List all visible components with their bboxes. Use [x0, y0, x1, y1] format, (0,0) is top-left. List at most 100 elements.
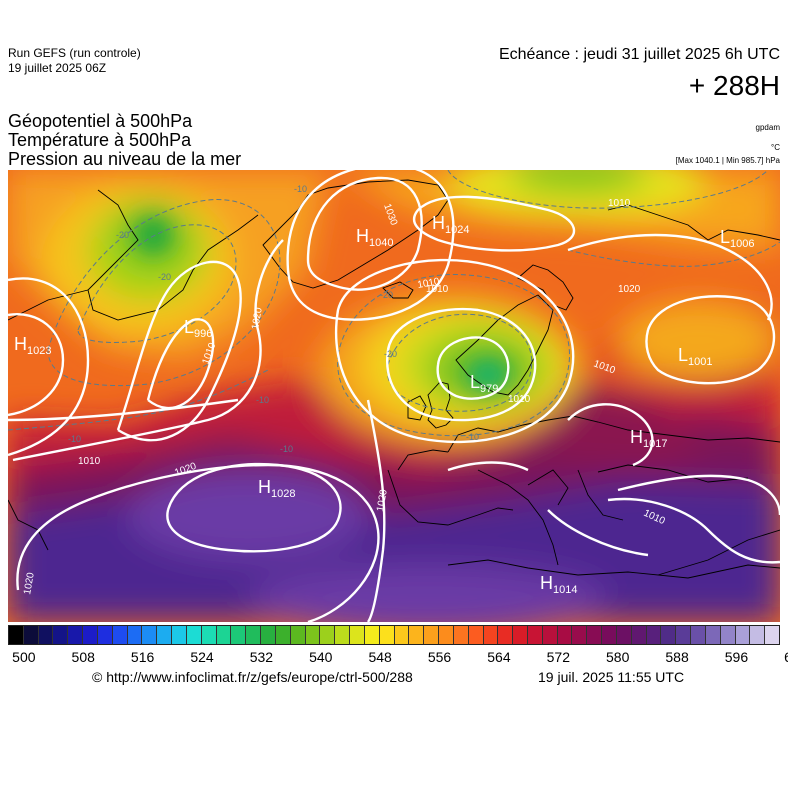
colorbar-cell: [676, 626, 692, 644]
center-value: 1006: [730, 238, 754, 250]
colorbar-cell: [97, 626, 113, 644]
colorbar-cell: [646, 626, 662, 644]
colorbar-tick-label: 588: [665, 649, 689, 665]
colorbar-cell: [350, 626, 365, 644]
isotherm-label: -20: [380, 290, 393, 300]
colorbar-tick-label: 596: [724, 649, 749, 665]
pressure-min-max: [Max 1040.1 | Min 985.7] hPa: [675, 156, 780, 165]
colorbar-cell: [216, 626, 232, 644]
colorbar-cell: [23, 626, 39, 644]
isobar-label: 1010: [508, 394, 531, 405]
colorbar-cell: [157, 626, 173, 644]
colorbar-tick-label: 572: [546, 649, 570, 665]
center-type: L: [678, 345, 688, 365]
colorbar-tick-label: 524: [190, 649, 214, 665]
pressure-center: L1006: [720, 227, 755, 250]
pressure-center: H1023: [14, 334, 51, 357]
colorbar-cell: [127, 626, 143, 644]
colorbar-cell: [631, 626, 647, 644]
colorbar-cell: [720, 626, 736, 644]
colorbar-cell: [172, 626, 187, 644]
pressure-center: H1014: [540, 573, 577, 596]
center-value: 1024: [445, 224, 469, 236]
colorbar-cell: [305, 626, 321, 644]
colorbar-cell: [705, 626, 721, 644]
center-type: L: [720, 227, 730, 247]
center-value: 1028: [271, 488, 295, 500]
colorbar-cell: [453, 626, 469, 644]
colorbar-cell: [68, 626, 84, 644]
center-value: 1001: [688, 356, 712, 368]
colorbar-cell: [275, 626, 291, 644]
lead-time: + 288H: [688, 70, 780, 101]
isobar-label: 1020: [618, 284, 641, 295]
colorbar-cell: [201, 626, 217, 644]
center-type: H: [630, 427, 643, 447]
colorbar-cell: [379, 626, 395, 644]
colorbar-cell: [483, 626, 499, 644]
colorbar-tick-label: 532: [249, 649, 274, 665]
weather-map: H1040 H1024 L1006 H1023 L996 L979 L1001 H1017 H1…: [8, 170, 780, 622]
colorbar-cell: [142, 626, 158, 644]
isobar-labels: 1010 1020 1030 1010 1020 1010 1010 1020 …: [22, 198, 667, 596]
run-date: 19 juillet 2025 06Z: [8, 61, 107, 75]
colorbar-cell: [750, 626, 766, 644]
colorbar: [8, 625, 780, 645]
center-type: H: [540, 573, 553, 593]
param-geopotential: Géopotentiel à 500hPa: [8, 111, 193, 131]
isotherm-label: -10: [280, 444, 293, 454]
isotherm-label: -10: [294, 184, 307, 194]
unit-temperature: °C: [771, 143, 780, 152]
colorbar-cell: [513, 626, 528, 644]
unit-geopotential: gpdam: [755, 123, 780, 132]
colorbar-cell: [9, 626, 24, 644]
colorbar-cell: [112, 626, 128, 644]
colorbar-cell: [498, 626, 514, 644]
center-type: H: [14, 334, 27, 354]
isobar-label: 1010: [608, 198, 631, 209]
pressure-center: H1017: [630, 427, 667, 450]
isotherm-label: -10: [68, 434, 81, 444]
colorbar-tick-label: 548: [368, 649, 392, 665]
param-mslp: Pression au niveau de la mer: [8, 149, 242, 169]
colorbar-cell: [691, 626, 706, 644]
colorbar-cell: [394, 626, 410, 644]
colorbar-tick-label: 516: [130, 649, 155, 665]
colorbar-cell: [364, 626, 380, 644]
center-value: 1023: [27, 345, 51, 357]
colorbar-tick-label: 556: [427, 649, 452, 665]
colorbar-cell: [735, 626, 751, 644]
pressure-center: H1040: [356, 226, 393, 249]
colorbar-cell: [439, 626, 454, 644]
pressure-center: H1028: [258, 477, 295, 500]
colorbar-cell: [587, 626, 603, 644]
colorbar-cell: [53, 626, 69, 644]
isobar-label: 1020: [22, 571, 37, 595]
colorbar-tick-label: 580: [606, 649, 630, 665]
isotherm-label: -10: [256, 395, 269, 405]
colorbar-cell: [246, 626, 262, 644]
isotherm-label: -20: [116, 230, 129, 240]
center-value: 1014: [553, 584, 577, 596]
pressure-center: L979: [470, 372, 498, 395]
colorbar-cell: [661, 626, 677, 644]
isobar-label: 1010: [78, 456, 101, 467]
isobars: [8, 170, 780, 622]
center-type: H: [258, 477, 271, 497]
colorbar-cell: [602, 626, 617, 644]
geopotential-field: [8, 170, 780, 622]
colorbar-cell: [409, 626, 425, 644]
isobar-label: 1010: [417, 276, 441, 291]
isobar-label: 1020: [250, 306, 265, 330]
colorbar-cell: [290, 626, 306, 644]
colorbar-cell: [527, 626, 543, 644]
colorbar-cell: [186, 626, 202, 644]
colorbar-tick-label: 500: [12, 649, 36, 665]
center-type: L: [184, 317, 194, 337]
center-type: H: [356, 226, 369, 246]
center-type: H: [432, 213, 445, 233]
colorbar-cell: [38, 626, 54, 644]
center-value: 979: [480, 383, 498, 395]
colorbar-cell: [765, 626, 780, 644]
